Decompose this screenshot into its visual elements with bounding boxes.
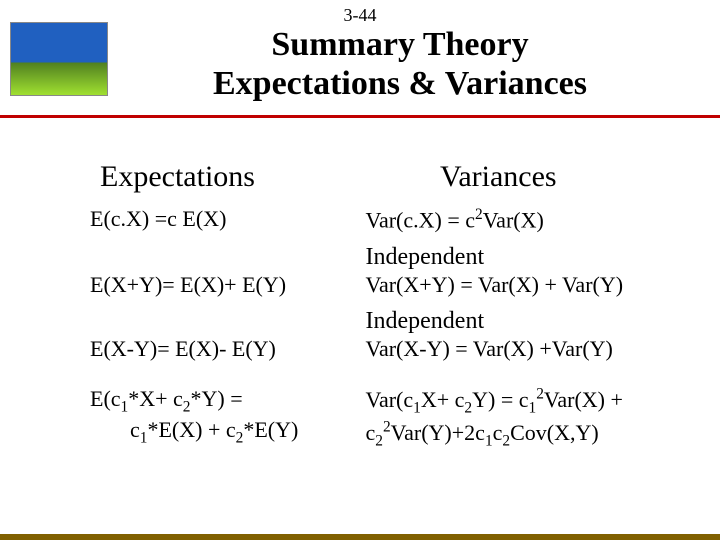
- independent-text: Independent: [366, 308, 691, 335]
- column-header-variances: Variances: [440, 160, 557, 194]
- linear-combo-left-line2: c1*E(X) + c2*E(Y): [90, 417, 298, 442]
- variance-linear-combo: Var(c1X+ c2Y) = c12Var(X) + c22Var(Y)+2c…: [366, 385, 691, 451]
- variance-diff: Var(X-Y) = Var(X) +Var(Y): [366, 335, 691, 363]
- content-area: E(c.X) =c E(X) Var(c.X) = c2Var(X) Indep…: [90, 205, 690, 451]
- slide-title: Summary Theory Expectations & Variances: [120, 25, 680, 103]
- divider-line: [0, 115, 720, 118]
- variance-cx: Var(c.X) = c2Var(X): [366, 205, 691, 234]
- slide-number: 3-44: [0, 5, 720, 26]
- column-header-expectations: Expectations: [100, 160, 255, 194]
- expectation-cx: E(c.X) =c E(X): [90, 205, 366, 233]
- independent-label-1: Independent: [90, 244, 690, 271]
- bottom-border: [0, 534, 720, 540]
- linear-combo-left-line1: E(c1*X+ c2*Y) =: [90, 386, 243, 411]
- title-line-1: Summary Theory: [271, 26, 528, 63]
- linear-combo-right-line1: Var(c1X+ c2Y) = c12Var(X) +: [366, 387, 623, 412]
- linear-combo-right-line2: c22Var(Y)+2c1c2Cov(X,Y): [366, 420, 599, 445]
- independent-text: Independent: [366, 244, 691, 271]
- expectation-diff: E(X-Y)= E(X)- E(Y): [90, 335, 366, 363]
- variance-sum: Var(X+Y) = Var(X) + Var(Y): [366, 271, 691, 299]
- title-line-2: Expectations & Variances: [213, 65, 587, 102]
- expectation-sum: E(X+Y)= E(X)+ E(Y): [90, 271, 366, 299]
- expectation-linear-combo: E(c1*X+ c2*Y) = c1*E(X) + c2*E(Y): [90, 385, 366, 448]
- formula-row-4: E(c1*X+ c2*Y) = c1*E(X) + c2*E(Y) Var(c1…: [90, 385, 690, 451]
- formula-row-1: E(c.X) =c E(X) Var(c.X) = c2Var(X): [90, 205, 690, 234]
- formula-row-3: E(X-Y)= E(X)- E(Y) Var(X-Y) = Var(X) +Va…: [90, 335, 690, 363]
- formula-row-2: E(X+Y)= E(X)+ E(Y) Var(X+Y) = Var(X) + V…: [90, 271, 690, 299]
- independent-label-2: Independent: [90, 308, 690, 335]
- decorative-image: [10, 22, 108, 96]
- slide: 3-44 Summary Theory Expectations & Varia…: [0, 0, 720, 540]
